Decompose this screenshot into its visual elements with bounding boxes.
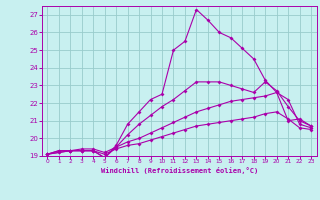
X-axis label: Windchill (Refroidissement éolien,°C): Windchill (Refroidissement éolien,°C) (100, 167, 258, 174)
